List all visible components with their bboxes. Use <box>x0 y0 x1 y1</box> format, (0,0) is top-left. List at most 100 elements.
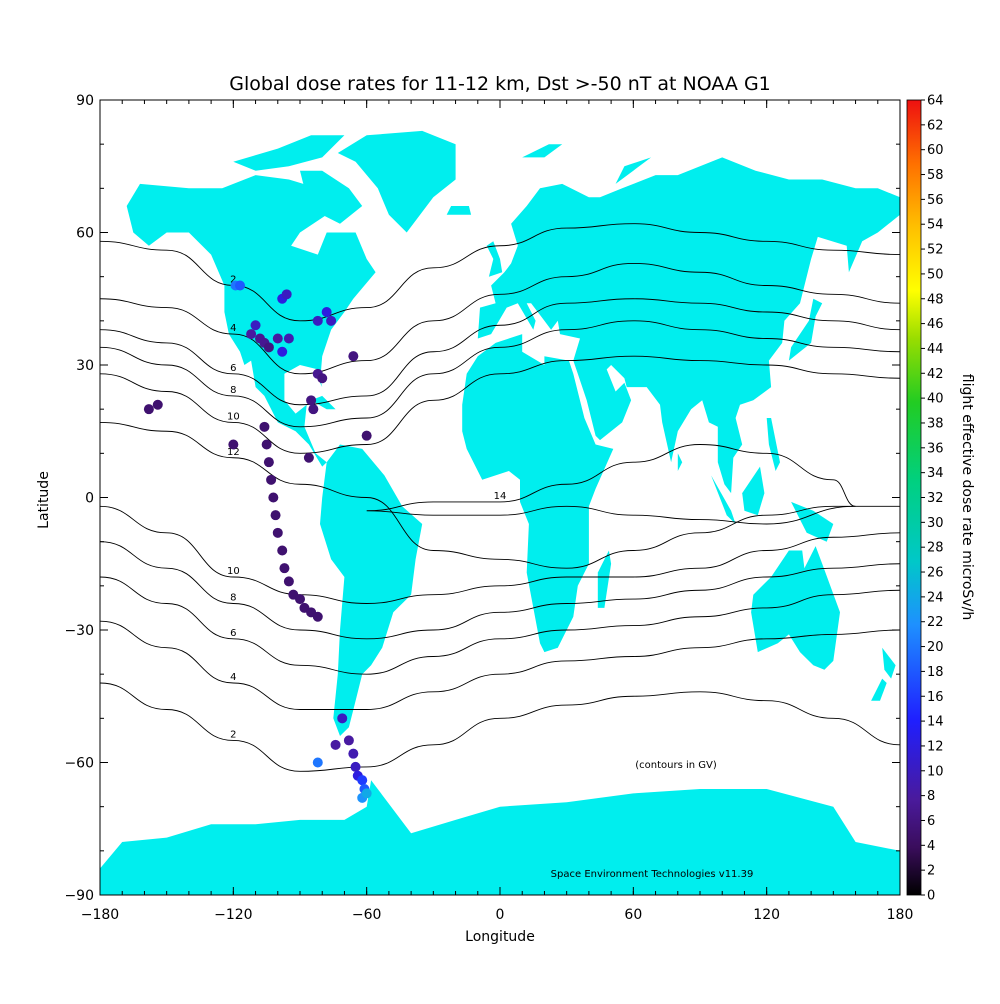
data-point <box>306 395 317 406</box>
colorbar-tick-label: 16 <box>927 690 944 705</box>
data-point <box>321 307 332 317</box>
y-tick-label: 60 <box>76 226 94 242</box>
colorbar-tick-label: 10 <box>927 764 944 779</box>
data-point <box>348 748 359 759</box>
contour-label: 6 <box>230 628 236 639</box>
data-point <box>326 315 337 326</box>
land-north-america <box>126 175 376 467</box>
land-layer <box>100 130 900 895</box>
colorbar-tick-label: 6 <box>927 814 935 829</box>
colorbar-tick-label: 60 <box>927 143 944 158</box>
colorbar-tick-label: 12 <box>927 739 944 754</box>
data-point <box>281 289 292 300</box>
contour-label: 14 <box>494 491 507 502</box>
colorbar-tick-label: 32 <box>927 491 944 506</box>
x-tick-label: 180 <box>887 907 914 923</box>
colorbar-tick-label: 30 <box>927 516 944 531</box>
land-novaya-zemlya <box>615 157 652 184</box>
land-madagascar <box>597 550 612 608</box>
land-japan <box>788 298 823 361</box>
colorbar <box>906 99 922 896</box>
land-south-america <box>320 444 423 736</box>
colorbar-tick-label: 22 <box>927 615 944 630</box>
land-sumatra <box>711 475 736 524</box>
data-point <box>266 474 277 485</box>
colorbar-tick-label: 24 <box>927 590 944 605</box>
data-point <box>330 739 341 750</box>
data-point <box>312 315 323 326</box>
colorbar-tick-label: 64 <box>927 94 944 109</box>
colorbar-tick-label: 50 <box>927 267 944 282</box>
x-tick-label: 60 <box>624 907 642 923</box>
land-sri-lanka <box>677 453 683 471</box>
data-point <box>277 346 288 357</box>
contour-label: 10 <box>227 411 240 422</box>
colorbar-tick-label: 42 <box>927 367 944 382</box>
colorbar-tick-label: 26 <box>927 566 944 581</box>
contour-note: (contours in GV) <box>635 760 717 771</box>
y-tick-label: −90 <box>64 888 94 904</box>
data-point <box>317 373 328 384</box>
contour-line <box>100 262 900 375</box>
x-tick-label: −120 <box>214 907 252 923</box>
contour-label: 6 <box>230 363 236 374</box>
x-tick-label: 0 <box>496 907 505 923</box>
credit-text: Space Environment Technologies v11.39 <box>551 869 754 880</box>
data-point <box>361 430 372 441</box>
colorbar-tick-label: 56 <box>927 193 944 208</box>
contour-label: 12 <box>227 447 240 458</box>
data-point <box>263 457 274 468</box>
colorbar-tick-label: 44 <box>927 342 944 357</box>
data-point <box>361 788 372 799</box>
data-point <box>312 757 323 768</box>
contour-label: 4 <box>230 323 236 334</box>
land-svalbard <box>522 144 563 158</box>
data-point <box>283 576 294 587</box>
y-tick-label: −60 <box>64 756 94 772</box>
colorbar-tick-label: 40 <box>927 392 944 407</box>
contour-line <box>100 355 900 454</box>
contour-line <box>100 421 900 569</box>
contour-line <box>366 444 856 525</box>
contour-line <box>100 620 900 710</box>
data-point <box>357 775 368 786</box>
chart-title: Global dose rates for 11-12 km, Dst >-50… <box>229 73 771 95</box>
colorbar-tick-label: 4 <box>927 839 935 854</box>
land-eurasia <box>477 157 900 494</box>
data-point <box>228 439 239 450</box>
contour-line <box>100 298 900 406</box>
x-axis-label: Longitude <box>465 929 535 945</box>
colorbar-tick-label: 0 <box>927 889 935 904</box>
data-point <box>272 527 283 538</box>
data-point <box>235 280 245 291</box>
colorbar-tick-label: 14 <box>927 715 944 730</box>
contour-layer: 2 4 6 8 10 12 10 8 6 4 2 14 <box>100 223 900 772</box>
contour-line <box>100 541 900 640</box>
colorbar-tick-label: 34 <box>927 466 944 481</box>
data-point <box>268 492 279 503</box>
data-point <box>152 399 163 410</box>
data-point <box>295 594 305 605</box>
data-point <box>303 452 314 463</box>
colorbar-tick-label: 18 <box>927 665 944 680</box>
contour-label: 8 <box>230 593 236 604</box>
axis-layer: −180 −120 −60 0 60 120 180 −90 −60 −30 0 30 60 90 <box>64 93 913 923</box>
contour-label: 8 <box>230 385 236 396</box>
y-tick-label: −30 <box>64 623 94 639</box>
colorbar-tick-label: 2 <box>927 864 935 879</box>
land-baffin <box>300 170 363 224</box>
data-point <box>246 329 257 340</box>
colorbar-tick-label: 46 <box>927 317 944 332</box>
y-tick-label: 30 <box>76 358 94 374</box>
land-antarctica <box>100 780 900 895</box>
data-point <box>272 333 283 344</box>
data-point <box>250 320 261 331</box>
data-point <box>350 761 361 772</box>
land-borneo <box>742 466 765 516</box>
contour-line <box>100 505 900 604</box>
contour-line <box>100 682 900 772</box>
colorbar-tick-label: 36 <box>927 441 944 456</box>
x-tick-label: −180 <box>81 907 119 923</box>
land-philippines <box>766 418 780 471</box>
